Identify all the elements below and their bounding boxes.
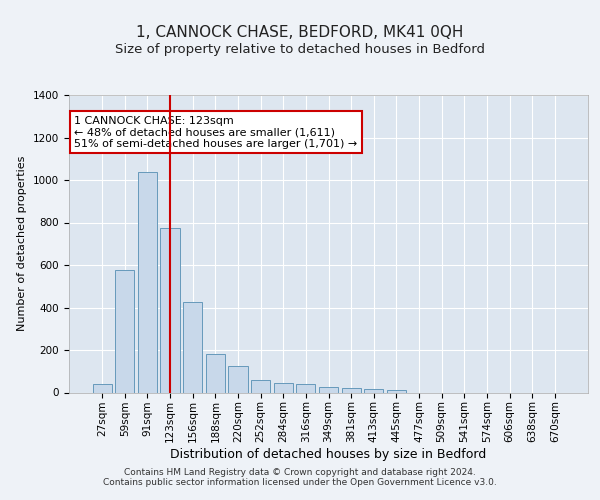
Bar — [115, 270, 134, 392]
Bar — [296, 384, 316, 392]
Bar — [160, 228, 180, 392]
Bar — [387, 390, 406, 392]
Text: Size of property relative to detached houses in Bedford: Size of property relative to detached ho… — [115, 44, 485, 57]
X-axis label: Distribution of detached houses by size in Bedford: Distribution of detached houses by size … — [170, 448, 487, 461]
Text: Contains HM Land Registry data © Crown copyright and database right 2024.
Contai: Contains HM Land Registry data © Crown c… — [103, 468, 497, 487]
Bar — [92, 384, 112, 392]
Bar — [138, 172, 157, 392]
Text: 1, CANNOCK CHASE, BEDFORD, MK41 0QH: 1, CANNOCK CHASE, BEDFORD, MK41 0QH — [136, 25, 464, 40]
Bar — [341, 388, 361, 392]
Bar — [319, 387, 338, 392]
Bar — [206, 354, 225, 393]
Y-axis label: Number of detached properties: Number of detached properties — [17, 156, 28, 332]
Bar — [251, 380, 270, 392]
Bar — [274, 382, 293, 392]
Bar — [229, 366, 248, 392]
Bar — [183, 302, 202, 392]
Text: 1 CANNOCK CHASE: 123sqm
← 48% of detached houses are smaller (1,611)
51% of semi: 1 CANNOCK CHASE: 123sqm ← 48% of detache… — [74, 116, 358, 149]
Bar — [364, 388, 383, 392]
